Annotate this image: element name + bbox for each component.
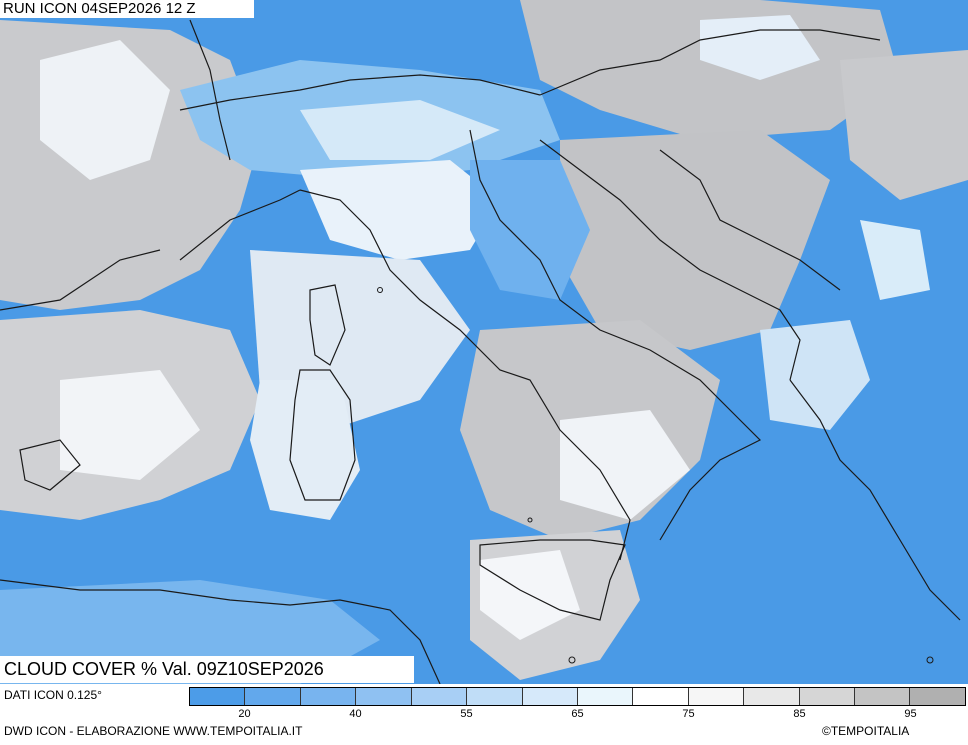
coast-italy-east <box>469 129 762 541</box>
coast-balkans <box>539 139 801 381</box>
colorbar-bin <box>799 688 856 705</box>
map-title: CLOUD COVER % Val. 09Z10SEP2026 <box>0 656 414 683</box>
cloud-cover-map <box>0 0 968 684</box>
island-crete-dot <box>926 656 934 664</box>
cloud-patch-east-light <box>860 220 930 300</box>
border-alps <box>179 74 541 111</box>
colorbar-tick-label: 95 <box>904 708 917 720</box>
colorbar-bin <box>910 688 965 705</box>
coast-spain <box>0 249 161 311</box>
cloud-patch-central-europe <box>520 0 900 140</box>
colorbar <box>189 687 966 706</box>
dati-label: DATI ICON 0.125° <box>4 688 102 702</box>
colorbar-tick-label: 20 <box>238 708 251 720</box>
copyright-text: ©TEMPOITALIA <box>822 724 910 738</box>
cloud-patch-adriatic <box>470 160 590 300</box>
colorbar-bin <box>633 688 689 705</box>
colorbar-bin <box>522 688 578 705</box>
cloud-patch-balkans <box>560 130 830 350</box>
colorbar-tick-label: 75 <box>682 708 695 720</box>
colorbar-bin <box>577 688 634 705</box>
coast-corsica <box>309 284 346 366</box>
colorbar-tick-label: 65 <box>571 708 584 720</box>
colorbar-bin <box>190 688 246 705</box>
colorbar-tick-label: 40 <box>349 708 362 720</box>
coast-italy-west <box>299 189 631 561</box>
run-label: RUN ICON 04SEP2026 12 Z <box>0 0 254 18</box>
cloud-patch-east-gray <box>840 50 968 200</box>
cloud-patch-france-white <box>40 40 170 180</box>
cloud-patch-calabria-white <box>560 410 690 520</box>
colorbar-bin <box>356 688 412 705</box>
credit-text: DWD ICON - ELABORAZIONE WWW.TEMPOITALIA.… <box>4 724 303 738</box>
island-malta <box>568 656 576 664</box>
colorbar-bin <box>411 688 468 705</box>
islands <box>377 287 934 664</box>
cloud-patch-po-valley <box>300 160 500 260</box>
country-borders <box>0 19 961 684</box>
coast-north-africa <box>0 579 441 684</box>
colorbar-bin <box>245 688 301 705</box>
colorbar-bin <box>855 688 911 705</box>
island-ustica <box>527 517 533 523</box>
coast-sicily <box>479 539 626 621</box>
colorbar-bin <box>467 688 523 705</box>
colorbar-bin <box>744 688 800 705</box>
border-balkans-internal <box>659 149 841 291</box>
cloud-patch-greece <box>760 320 870 430</box>
island-elba <box>377 287 383 293</box>
legend-area: DATI ICON 0.125° 20 40 55 65 75 85 95 DWD ICON… <box>0 684 968 745</box>
border-france-germany <box>189 19 231 161</box>
cloud-patch-spain-white <box>60 370 200 480</box>
coast-france-south <box>179 189 301 261</box>
colorbar-tick-label: 85 <box>793 708 806 720</box>
coast-greece <box>789 379 961 621</box>
cloud-patch-alps-light <box>300 100 500 160</box>
colorbar-ticks: 20 40 55 65 75 85 95 <box>189 708 966 722</box>
coast-sardinia <box>289 369 356 501</box>
cloud-patch-sardinia <box>250 380 360 520</box>
colorbar-bin <box>300 688 357 705</box>
colorbar-tick-label: 55 <box>460 708 473 720</box>
coast-balearic <box>19 439 81 491</box>
cloud-patch-austria-blue <box>700 15 820 80</box>
border-central <box>539 29 881 96</box>
colorbar-bin <box>688 688 745 705</box>
